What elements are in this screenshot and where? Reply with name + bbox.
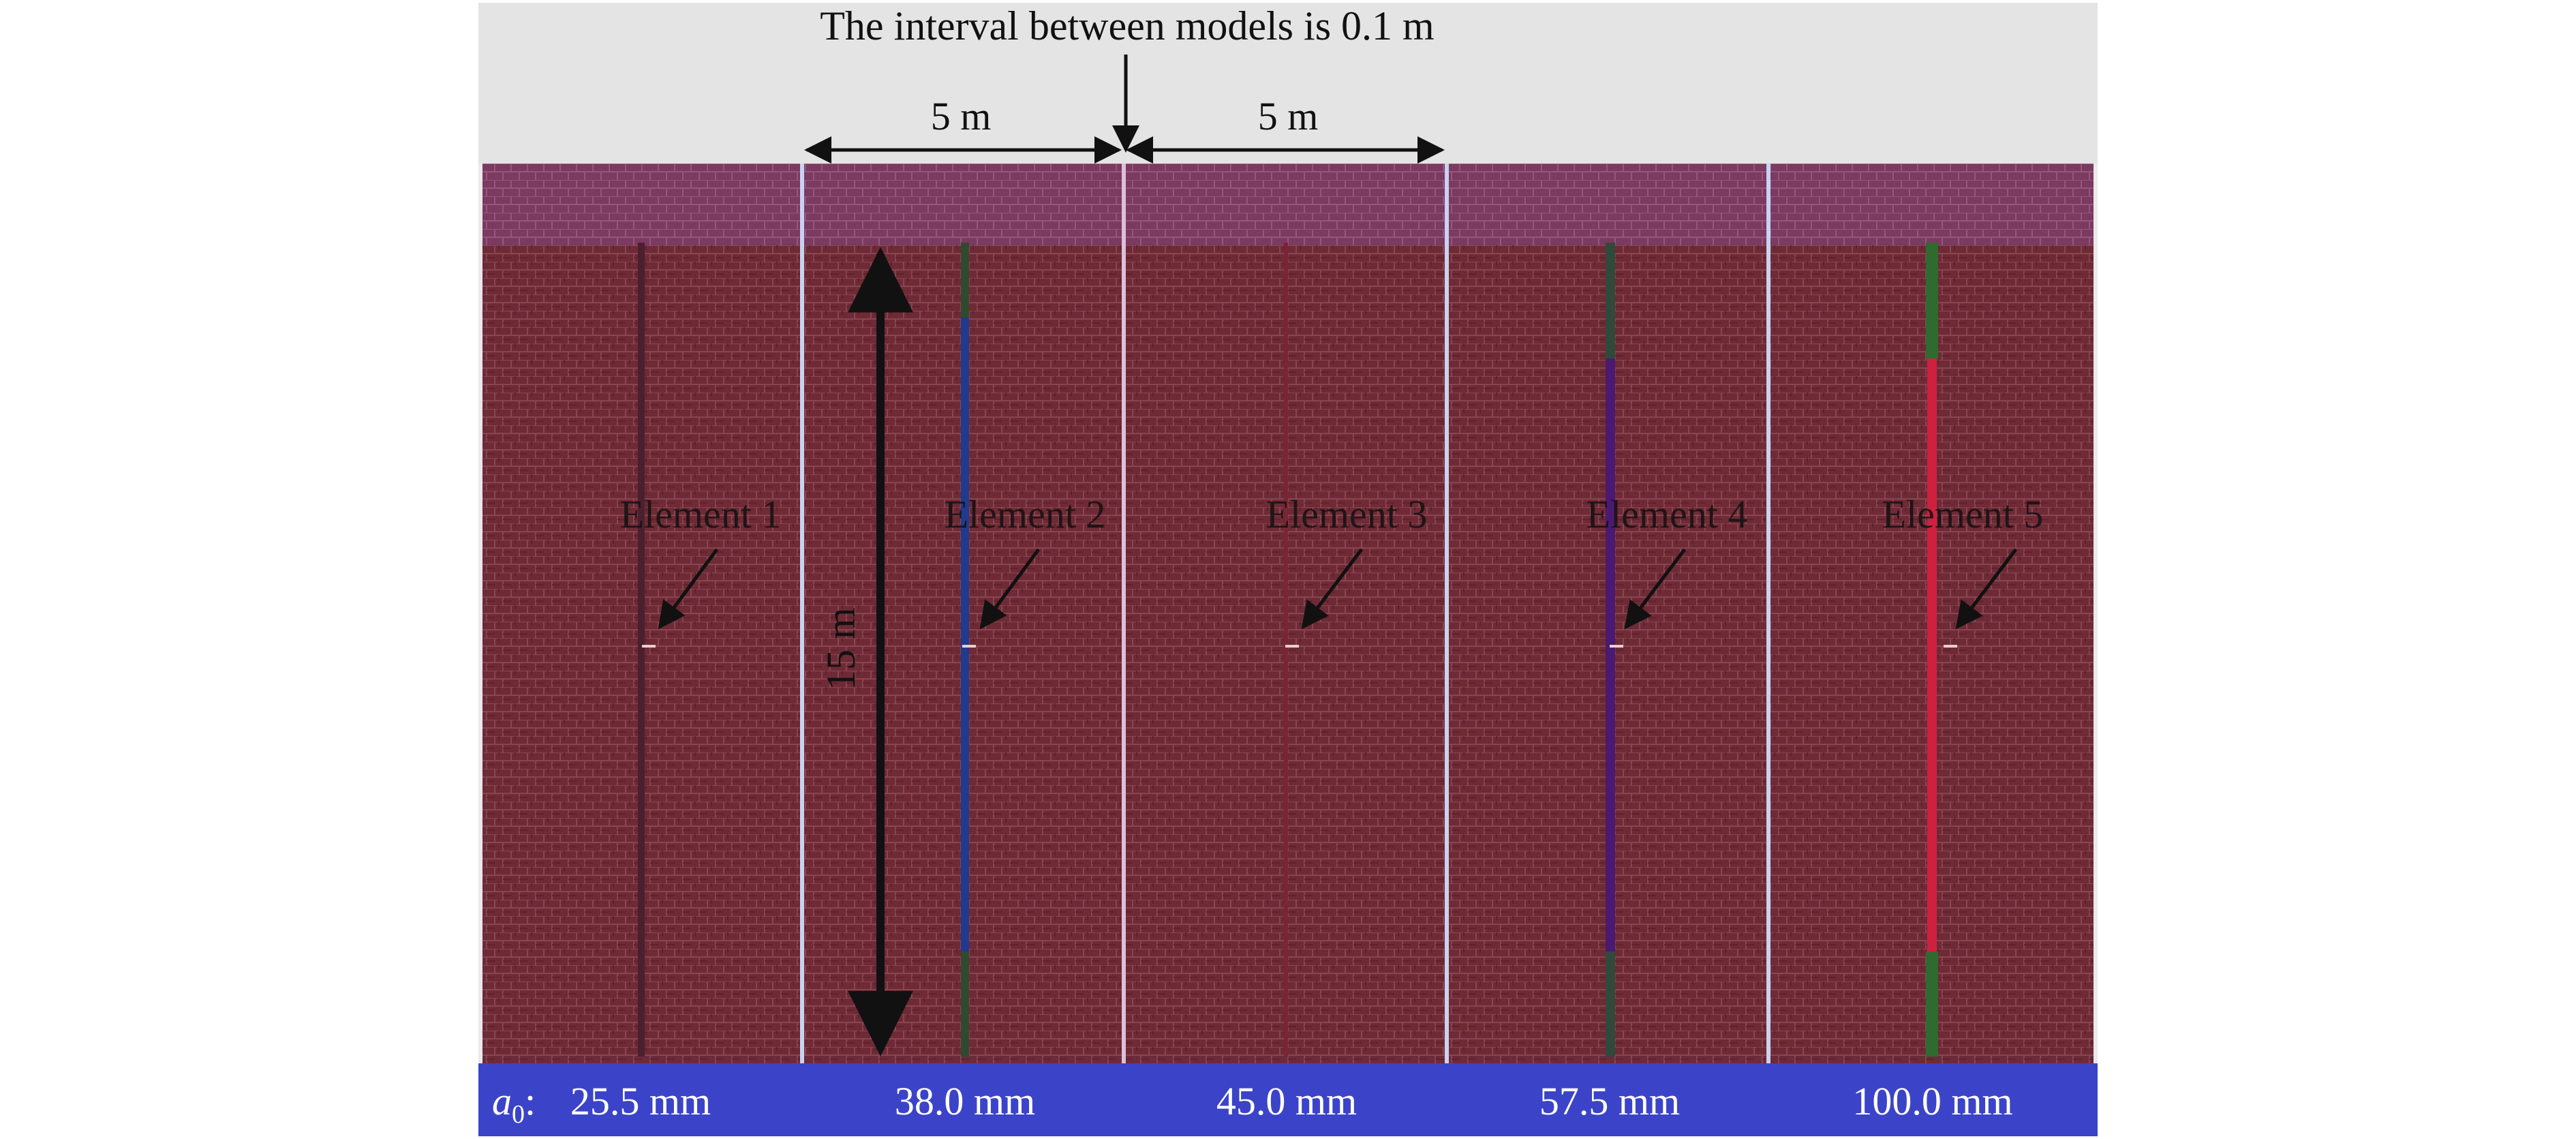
pile-4-bottom xyxy=(1606,952,1615,1057)
pile-2-top xyxy=(961,243,969,318)
divider-4 xyxy=(1766,164,1770,1063)
element-arrow-5 xyxy=(1955,548,2017,630)
element-label-2: Element 2 xyxy=(945,492,1106,536)
element-markers xyxy=(642,645,1957,648)
a0-value-2: 38.0 mm xyxy=(895,1079,1035,1123)
pile-5-top xyxy=(1926,243,1938,359)
bottom-band xyxy=(478,1063,2098,1136)
width-dimensions: 5 m 5 m xyxy=(804,94,1445,164)
a0-value-3: 45.0 mm xyxy=(1216,1079,1357,1123)
element-label-1: Element 1 xyxy=(620,492,782,536)
pile-5-bottom xyxy=(1926,952,1938,1057)
element-label-3: Element 3 xyxy=(1266,492,1428,536)
element-arrow-4 xyxy=(1624,548,1686,630)
element-label-5: Element 5 xyxy=(1882,492,2044,536)
a0-values: a0: 25.5 mm 38.0 mm 45.0 mm 57.5 mm 100.… xyxy=(492,1079,2013,1129)
divider-3 xyxy=(1445,164,1449,1063)
top-soil-layer xyxy=(482,164,2094,245)
element-marker-5 xyxy=(1944,645,1957,648)
divider-1 xyxy=(800,164,804,1063)
element-arrow-2 xyxy=(979,548,1041,630)
width-label-left: 5 m xyxy=(931,94,992,138)
divider-2 xyxy=(1122,164,1126,1063)
element-arrow-3 xyxy=(1301,548,1363,630)
a0-value-4: 57.5 mm xyxy=(1539,1079,1680,1123)
element-marker-2 xyxy=(962,645,976,648)
model-dividers xyxy=(800,164,1770,1063)
element-labels: Element 1 Element 2 Element 3 Element 4 … xyxy=(620,492,2044,630)
pile-4 xyxy=(1606,359,1615,952)
a0-value-1: 25.5 mm xyxy=(570,1079,711,1123)
height-dimension: 15 m xyxy=(818,247,913,1057)
pile-5 xyxy=(1927,359,1937,952)
interval-annotation: The interval between models is 0.1 m xyxy=(820,3,1435,153)
element-arrow-1 xyxy=(658,548,719,630)
pile-1 xyxy=(638,243,645,1057)
height-dimension-label: 15 m xyxy=(818,607,863,690)
element-label-4: Element 4 xyxy=(1586,492,1748,536)
interval-note: The interval between models is 0.1 m xyxy=(820,3,1434,48)
width-label-right: 5 m xyxy=(1258,94,1319,138)
pile-4-top xyxy=(1606,243,1615,359)
pile-3 xyxy=(1284,243,1288,1057)
pile-2-bottom xyxy=(961,952,969,1057)
element-marker-4 xyxy=(1610,645,1623,648)
piles xyxy=(638,243,1938,1057)
element-marker-3 xyxy=(1285,645,1299,648)
pile-2 xyxy=(961,318,969,952)
a0-symbol: a0: xyxy=(492,1079,536,1129)
element-marker-1 xyxy=(642,645,656,648)
a0-value-5: 100.0 mm xyxy=(1852,1079,2012,1123)
